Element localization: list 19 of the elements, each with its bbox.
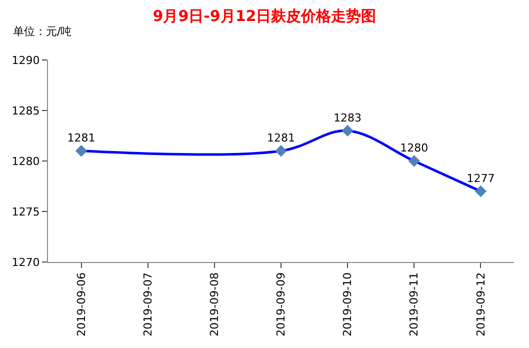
x-tick-label: 2019-09-12: [474, 272, 488, 336]
data-label: 1281: [267, 132, 295, 145]
y-tick-label: 1280: [12, 154, 40, 168]
y-tick-label: 1290: [12, 54, 40, 67]
data-label: 1280: [400, 142, 428, 155]
data-label: 1277: [466, 172, 495, 185]
y-tick-label: 1275: [12, 205, 40, 218]
x-tick-label: 2019-09-07: [141, 272, 154, 336]
x-tick-label: 2019-09-06: [74, 272, 88, 336]
x-tick-label: 2019-09-11: [408, 272, 421, 336]
data-label: 1283: [334, 111, 362, 124]
chart-title: 9月9日-9月12日麸皮价格走势图: [152, 6, 376, 25]
y-tick-label: 1270: [12, 256, 40, 269]
x-tick-label: 2019-09-08: [208, 272, 222, 336]
x-tick-label: 2019-09-10: [341, 272, 354, 336]
y-tick-label: 1285: [12, 104, 40, 118]
data-label: 1281: [67, 132, 96, 145]
x-tick-label: 2019-09-09: [274, 272, 288, 336]
y-axis-title: 单位：元/吨: [13, 25, 72, 38]
